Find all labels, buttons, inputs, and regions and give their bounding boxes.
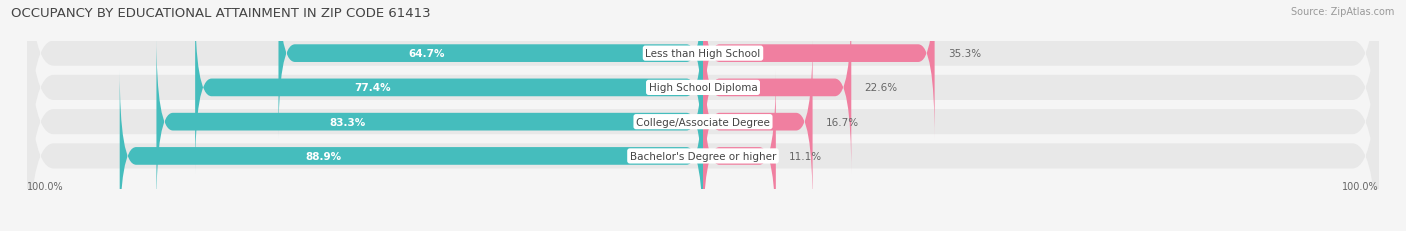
- Text: 100.0%: 100.0%: [27, 181, 63, 191]
- FancyBboxPatch shape: [27, 0, 1379, 227]
- FancyBboxPatch shape: [120, 70, 703, 231]
- FancyBboxPatch shape: [27, 17, 1379, 231]
- Text: 88.9%: 88.9%: [305, 151, 342, 161]
- Text: 22.6%: 22.6%: [865, 83, 897, 93]
- Text: Bachelor's Degree or higher: Bachelor's Degree or higher: [630, 151, 776, 161]
- FancyBboxPatch shape: [703, 2, 851, 174]
- FancyBboxPatch shape: [156, 36, 703, 208]
- Text: 35.3%: 35.3%: [948, 49, 981, 59]
- FancyBboxPatch shape: [27, 0, 1379, 231]
- FancyBboxPatch shape: [278, 0, 703, 140]
- FancyBboxPatch shape: [703, 0, 935, 140]
- Text: 100.0%: 100.0%: [1343, 181, 1379, 191]
- Text: 77.4%: 77.4%: [354, 83, 391, 93]
- FancyBboxPatch shape: [703, 36, 813, 208]
- Text: Source: ZipAtlas.com: Source: ZipAtlas.com: [1291, 7, 1395, 17]
- Text: 11.1%: 11.1%: [789, 151, 823, 161]
- Text: 83.3%: 83.3%: [329, 117, 366, 127]
- FancyBboxPatch shape: [27, 0, 1379, 193]
- FancyBboxPatch shape: [195, 2, 703, 174]
- Text: 64.7%: 64.7%: [409, 49, 446, 59]
- Text: 16.7%: 16.7%: [825, 117, 859, 127]
- Text: High School Diploma: High School Diploma: [648, 83, 758, 93]
- FancyBboxPatch shape: [703, 70, 776, 231]
- Text: College/Associate Degree: College/Associate Degree: [636, 117, 770, 127]
- Text: Less than High School: Less than High School: [645, 49, 761, 59]
- Text: OCCUPANCY BY EDUCATIONAL ATTAINMENT IN ZIP CODE 61413: OCCUPANCY BY EDUCATIONAL ATTAINMENT IN Z…: [11, 7, 430, 20]
